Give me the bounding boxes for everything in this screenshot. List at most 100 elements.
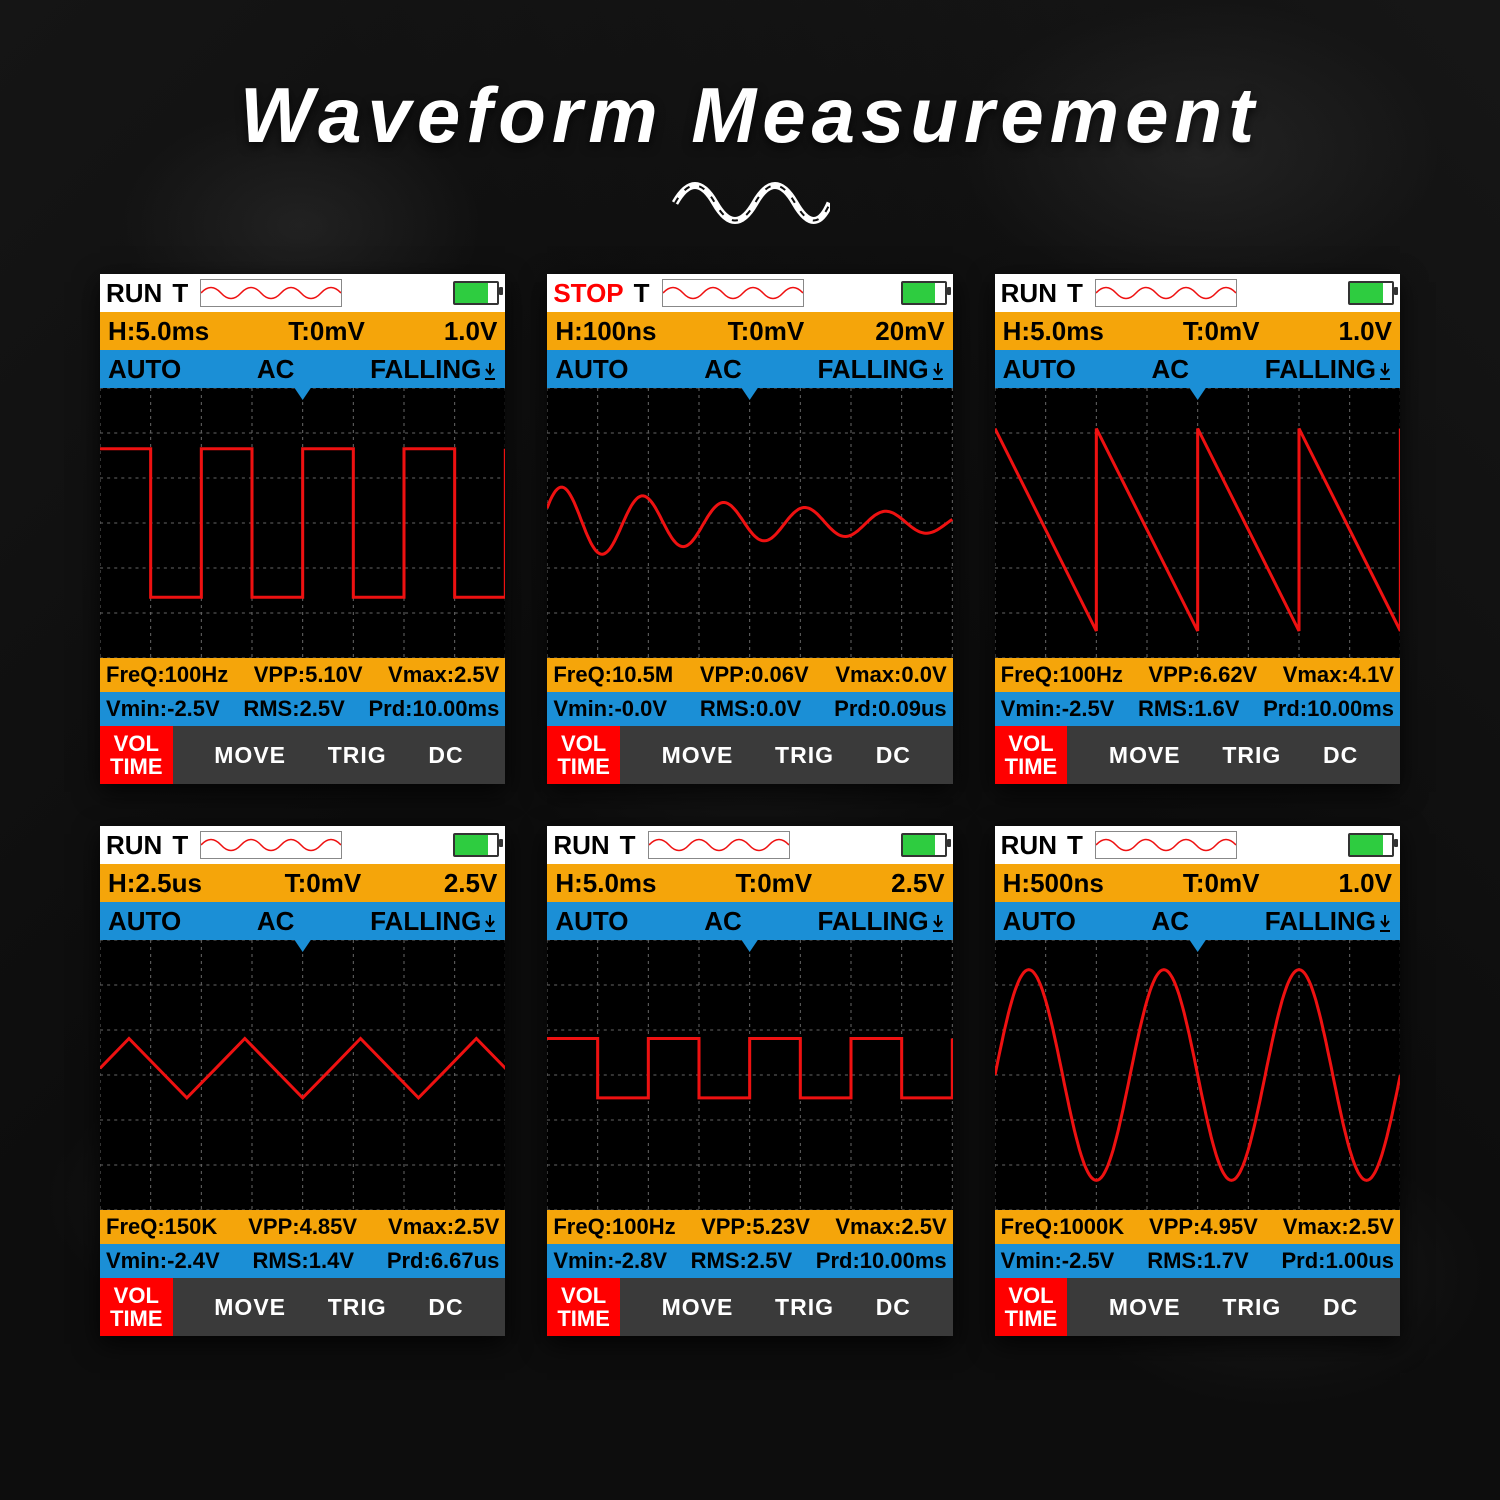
trig-button[interactable]: TRIG xyxy=(775,1294,834,1321)
trigger-T: T xyxy=(1067,830,1083,861)
move-button[interactable]: MOVE xyxy=(662,1294,734,1321)
mini-wave xyxy=(200,831,342,859)
ac-label: AC xyxy=(704,354,742,385)
timebase-row: H:5.0ms T:0mV 1.0V xyxy=(995,312,1400,350)
auto-label: AUTO xyxy=(555,906,628,937)
move-button[interactable]: MOVE xyxy=(662,742,734,769)
trigger-T: T xyxy=(634,278,650,309)
falling-label: FALLING xyxy=(1265,354,1392,385)
mode-row: AUTO AC FALLING xyxy=(995,902,1400,940)
vol-time-button[interactable]: VOLTIME xyxy=(100,726,173,784)
timebase-row: H:500ns T:0mV 1.0V xyxy=(995,864,1400,902)
run-status: RUN xyxy=(1001,830,1057,861)
vol-time-button[interactable]: VOLTIME xyxy=(547,726,620,784)
vol-time-button[interactable]: VOLTIME xyxy=(547,1278,620,1336)
v-value: 1.0V xyxy=(1338,316,1392,347)
auto-label: AUTO xyxy=(1003,354,1076,385)
wave-icon xyxy=(670,173,830,238)
scope-panel: RUN T H:2.5us T:0mV 2.5V AUTO AC FALLING… xyxy=(100,826,505,1336)
waveform-plot xyxy=(547,940,952,1210)
measure-row-1: FreQ:10.5MVPP:0.06VVmax:0.0V xyxy=(547,658,952,692)
measure-row-1: FreQ:100HzVPP:5.23VVmax:2.5V xyxy=(547,1210,952,1244)
measure-row-2: Vmin:-0.0VRMS:0.0VPrd:0.09us xyxy=(547,692,952,726)
mini-wave xyxy=(1095,279,1237,307)
trig-button[interactable]: TRIG xyxy=(328,1294,387,1321)
status-row: RUN T xyxy=(995,274,1400,312)
battery-icon xyxy=(1348,833,1394,857)
run-status: STOP xyxy=(553,278,623,309)
t-value: T:0mV xyxy=(285,868,362,899)
vol-time-button[interactable]: VOLTIME xyxy=(995,726,1068,784)
trig-button[interactable]: TRIG xyxy=(775,742,834,769)
measure-row-2: Vmin:-2.5VRMS:1.7VPrd:1.00us xyxy=(995,1244,1400,1278)
trigger-T: T xyxy=(172,278,188,309)
waveform-plot xyxy=(100,388,505,658)
waveform-plot xyxy=(995,940,1400,1210)
h-value: H:2.5us xyxy=(108,868,202,899)
dc-button[interactable]: DC xyxy=(428,1294,463,1321)
v-value: 1.0V xyxy=(444,316,498,347)
falling-label: FALLING xyxy=(1265,906,1392,937)
trigger-T: T xyxy=(1067,278,1083,309)
h-value: H:100ns xyxy=(555,316,656,347)
move-button[interactable]: MOVE xyxy=(214,1294,286,1321)
measure-row-2: Vmin:-2.5VRMS:1.6VPrd:10.00ms xyxy=(995,692,1400,726)
dc-button[interactable]: DC xyxy=(876,742,911,769)
measure-row-1: FreQ:100HzVPP:6.62VVmax:4.1V xyxy=(995,658,1400,692)
trigger-T: T xyxy=(620,830,636,861)
status-row: STOP T xyxy=(547,274,952,312)
v-value: 1.0V xyxy=(1338,868,1392,899)
waveform-plot xyxy=(100,940,505,1210)
move-button[interactable]: MOVE xyxy=(1109,1294,1181,1321)
vol-time-button[interactable]: VOLTIME xyxy=(995,1278,1068,1336)
falling-label: FALLING xyxy=(370,354,497,385)
trig-button[interactable]: TRIG xyxy=(1222,742,1281,769)
v-value: 20mV xyxy=(875,316,944,347)
v-value: 2.5V xyxy=(444,868,498,899)
mini-wave xyxy=(662,279,804,307)
dc-button[interactable]: DC xyxy=(876,1294,911,1321)
mini-wave xyxy=(1095,831,1237,859)
button-row: VOLTIME MOVE TRIG DC xyxy=(995,726,1400,784)
t-value: T:0mV xyxy=(728,316,805,347)
ac-label: AC xyxy=(257,906,295,937)
falling-label: FALLING xyxy=(817,354,944,385)
mode-row: AUTO AC FALLING xyxy=(547,902,952,940)
trig-button[interactable]: TRIG xyxy=(1222,1294,1281,1321)
mode-row: AUTO AC FALLING xyxy=(547,350,952,388)
button-row: VOLTIME MOVE TRIG DC xyxy=(995,1278,1400,1336)
dc-button[interactable]: DC xyxy=(1323,742,1358,769)
v-value: 2.5V xyxy=(891,868,945,899)
status-row: RUN T xyxy=(100,826,505,864)
move-button[interactable]: MOVE xyxy=(214,742,286,769)
dc-button[interactable]: DC xyxy=(428,742,463,769)
ac-label: AC xyxy=(1152,354,1190,385)
t-value: T:0mV xyxy=(736,868,813,899)
button-row: VOLTIME MOVE TRIG DC xyxy=(100,1278,505,1336)
trigger-T: T xyxy=(172,830,188,861)
measure-row-2: Vmin:-2.5VRMS:2.5VPrd:10.00ms xyxy=(100,692,505,726)
auto-label: AUTO xyxy=(108,906,181,937)
timebase-row: H:100ns T:0mV 20mV xyxy=(547,312,952,350)
t-value: T:0mV xyxy=(1183,316,1260,347)
mode-row: AUTO AC FALLING xyxy=(100,350,505,388)
t-value: T:0mV xyxy=(1183,868,1260,899)
battery-icon xyxy=(453,833,499,857)
battery-icon xyxy=(1348,281,1394,305)
h-value: H:5.0ms xyxy=(108,316,209,347)
move-button[interactable]: MOVE xyxy=(1109,742,1181,769)
ac-label: AC xyxy=(1152,906,1190,937)
button-row: VOLTIME MOVE TRIG DC xyxy=(547,726,952,784)
scope-panel: RUN T H:5.0ms T:0mV 1.0V AUTO AC FALLING… xyxy=(995,274,1400,784)
button-row: VOLTIME MOVE TRIG DC xyxy=(547,1278,952,1336)
auto-label: AUTO xyxy=(555,354,628,385)
run-status: RUN xyxy=(553,830,609,861)
dc-button[interactable]: DC xyxy=(1323,1294,1358,1321)
battery-icon xyxy=(453,281,499,305)
falling-label: FALLING xyxy=(817,906,944,937)
scope-panel: RUN T H:5.0ms T:0mV 1.0V AUTO AC FALLING… xyxy=(100,274,505,784)
trig-button[interactable]: TRIG xyxy=(328,742,387,769)
vol-time-button[interactable]: VOLTIME xyxy=(100,1278,173,1336)
page-title: Waveform Measurement xyxy=(240,70,1260,161)
run-status: RUN xyxy=(106,278,162,309)
